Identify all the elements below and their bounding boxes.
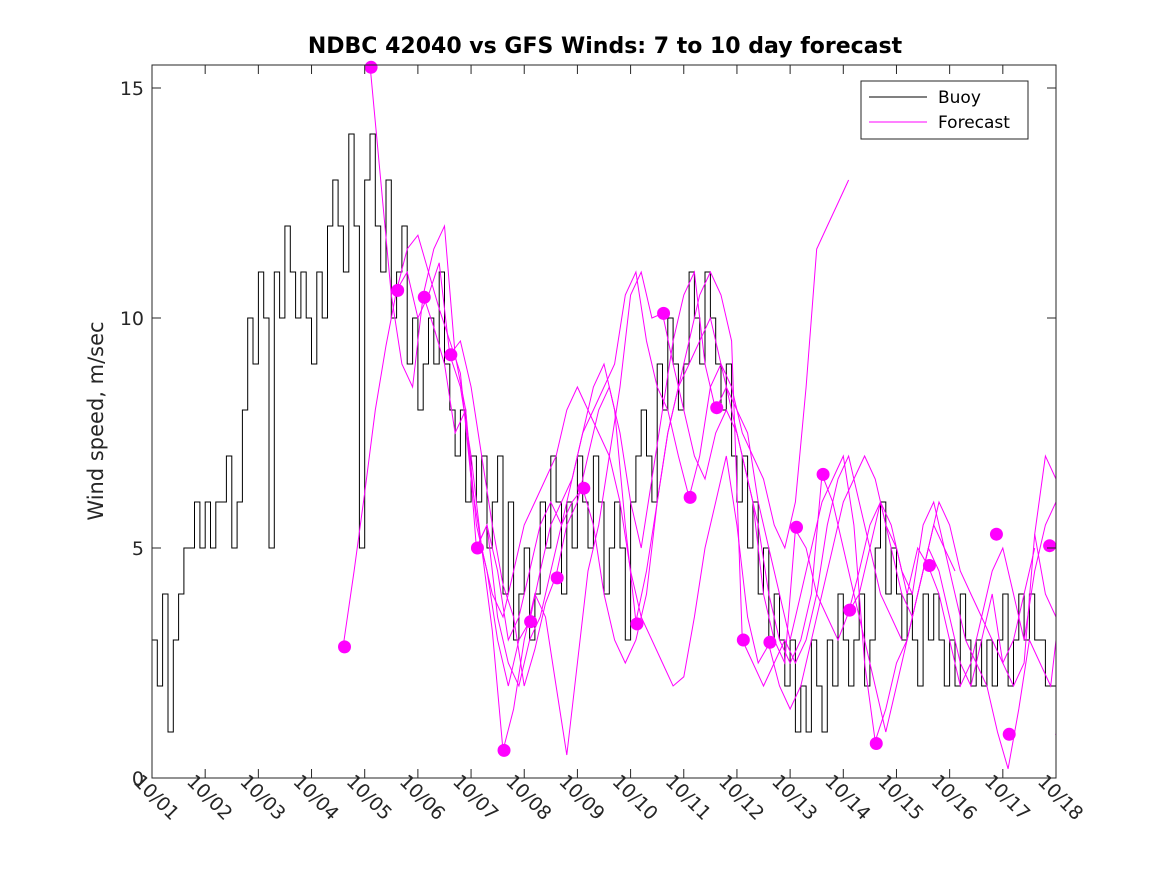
forecast-series-line-2 [369, 65, 531, 687]
forecast-start-marker [1043, 539, 1057, 553]
x-tick-label: 10/04 [289, 771, 343, 825]
forecast-start-marker [444, 348, 458, 362]
forecast-start-marker [1002, 727, 1016, 741]
chart-title: NDBC 42040 vs GFS Winds: 7 to 10 day for… [308, 34, 903, 59]
legend: Buoy Forecast [860, 80, 1029, 140]
forecast-series-line-11 [608, 455, 770, 687]
legend-box [860, 80, 1029, 140]
y-tick-label: 15 [120, 78, 144, 100]
x-tick-label: 10/07 [448, 771, 502, 825]
x-tick-label: 10/18 [1033, 771, 1087, 825]
buoy-series-line [152, 133, 1056, 733]
forecast-series-line-18 [794, 500, 956, 642]
forecast-start-marker [577, 481, 591, 495]
x-tick-label: 10/02 [182, 771, 236, 825]
forecast-start-marker [364, 60, 378, 74]
x-tick-label: 10/14 [820, 771, 874, 825]
y-tick-label: 0 [132, 768, 144, 790]
forecast-series-line-9 [555, 270, 717, 576]
plot-area [152, 65, 1056, 778]
forecast-start-marker [391, 283, 405, 297]
legend-buoy-label: Buoy [938, 88, 981, 108]
y-axis: 0 5 10 15 [120, 78, 1056, 790]
forecast-start-markers [337, 60, 1057, 757]
axes-box [151, 64, 1057, 779]
forecast-series-line-12 [635, 316, 796, 665]
forecast-start-marker [869, 737, 883, 750]
forecast-series-line-22 [927, 501, 1056, 688]
forecast-series-line-19 [821, 474, 983, 733]
x-tick-label: 10/13 [767, 771, 821, 825]
x-tick-label: 10/16 [927, 771, 981, 825]
forecast-start-marker [736, 633, 750, 647]
forecast-start-marker [470, 541, 484, 555]
forecast-start-marker [843, 603, 857, 617]
forecast-series-line-23 [981, 454, 1056, 688]
forecast-series-line-21 [874, 500, 1036, 742]
x-tick-label: 10/17 [980, 771, 1034, 825]
forecast-series-line-5 [449, 354, 610, 619]
forecast-series-line-25 [1034, 534, 1056, 618]
y-tick-label: 5 [132, 538, 144, 560]
forecast-start-marker [657, 306, 671, 320]
forecast-start-marker [710, 401, 724, 415]
legend-forecast-label: Forecast [938, 113, 1010, 133]
forecast-start-marker [763, 635, 777, 649]
x-tick-label: 10/12 [714, 771, 768, 825]
x-tick-label: 10/05 [342, 771, 396, 825]
forecast-series-line-13 [662, 313, 823, 665]
forecast-series-line-24 [1007, 638, 1056, 769]
forecast-start-marker [337, 640, 351, 654]
forecast-start-marker [630, 617, 644, 631]
forecast-series-line-4 [422, 224, 584, 688]
forecast-series-line-1 [342, 234, 504, 751]
forecast-series-line-3 [396, 262, 557, 687]
forecast-series-line-16 [741, 454, 903, 688]
x-tick-label: 10/11 [661, 771, 715, 825]
y-axis-label: Wind speed, m/sec [84, 321, 108, 520]
forecast-start-marker [789, 520, 803, 534]
forecast-series-line-14 [688, 179, 850, 550]
forecast-start-marker [524, 615, 538, 629]
x-tick-label: 10/06 [395, 771, 449, 825]
y-tick-label: 10 [120, 308, 144, 330]
x-tick-label: 10/08 [501, 771, 555, 825]
x-tick-label: 10/10 [608, 771, 662, 825]
forecast-start-marker [816, 467, 830, 481]
forecast-start-marker [550, 571, 564, 585]
x-tick-label: 10/15 [874, 771, 928, 825]
forecast-start-marker [497, 743, 511, 757]
x-tick-label: 10/03 [235, 771, 289, 825]
forecast-series-line-8 [529, 270, 690, 622]
data-layer [152, 65, 1056, 769]
forecast-start-marker [683, 490, 697, 504]
forecast-start-marker [989, 527, 1003, 541]
forecast-start-marker [417, 290, 431, 304]
x-tick-label: 10/09 [555, 771, 609, 825]
forecast-start-marker [922, 558, 936, 572]
